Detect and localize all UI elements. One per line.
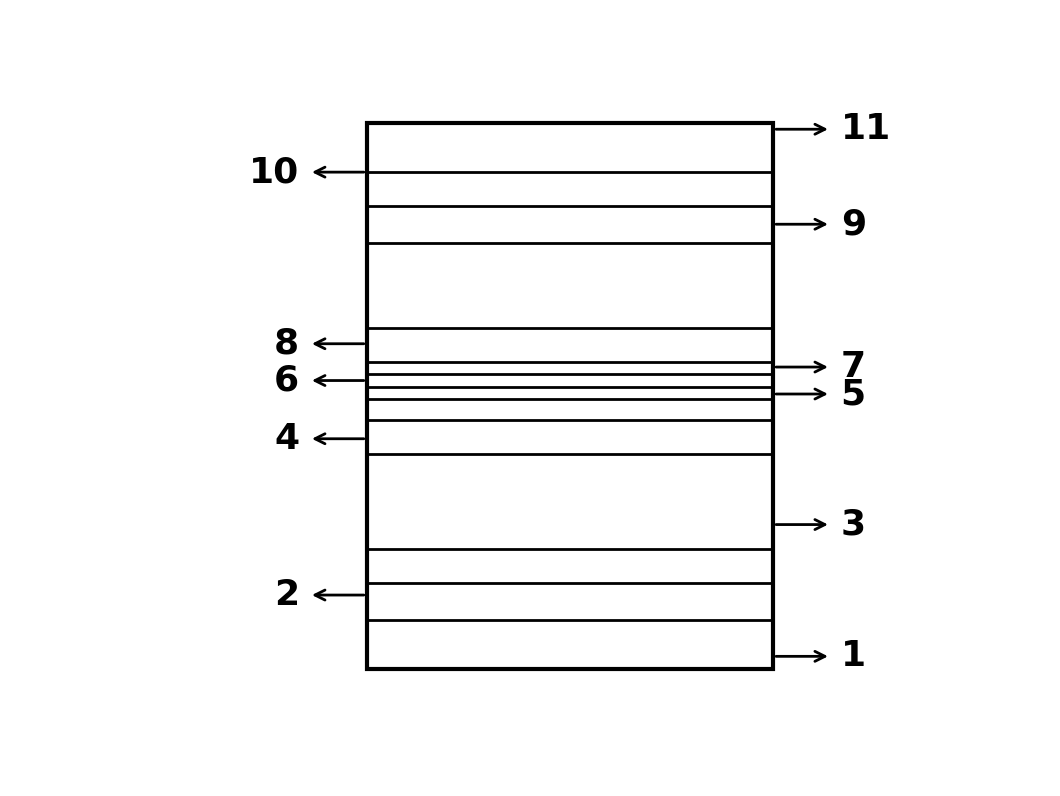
Text: 7: 7 [841, 350, 866, 384]
Text: 2: 2 [275, 578, 299, 612]
Text: 8: 8 [275, 326, 299, 361]
Text: 4: 4 [275, 422, 299, 456]
Text: 1: 1 [841, 639, 866, 673]
Bar [367, 123, 774, 669]
Text: 10: 10 [249, 155, 299, 189]
Text: 6: 6 [275, 364, 299, 397]
Text: 3: 3 [841, 508, 866, 541]
Text: 9: 9 [841, 207, 866, 241]
Text: 11: 11 [841, 112, 890, 146]
Text: 5: 5 [841, 377, 866, 411]
